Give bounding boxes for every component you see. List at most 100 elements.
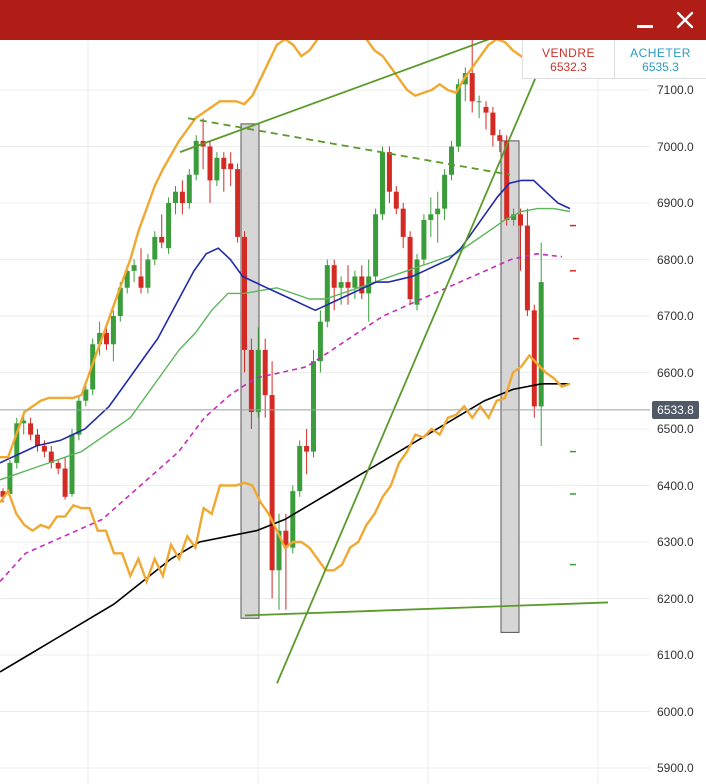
candle-body (276, 530, 282, 571)
y-axis-tick-label: 6200.0 (657, 591, 694, 606)
candle-body (518, 214, 523, 226)
y-axis-tick-label: 7000.0 (657, 139, 694, 154)
candle-body (283, 530, 289, 548)
bollinger-lower (0, 353, 571, 586)
candle-body (497, 135, 503, 141)
candle-body (76, 400, 82, 435)
candle-body (179, 191, 185, 203)
y-axis-tick-label: 7100.0 (657, 83, 694, 97)
trendline-rising (276, 67, 541, 684)
candle-body (124, 270, 130, 288)
y-axis-tick-label: 5900.0 (657, 761, 694, 775)
candle-body (0, 491, 6, 497)
minimize-button[interactable] (631, 6, 659, 34)
candle-body (35, 434, 40, 446)
candle-body (166, 203, 172, 249)
sell-button[interactable]: VENDRE 6532.3 (523, 40, 615, 78)
candle-body (359, 276, 365, 294)
candle-body (449, 146, 454, 175)
y-axis-tick-label: 6700.0 (657, 309, 694, 323)
candle-body (83, 389, 89, 401)
candle-body (138, 276, 144, 288)
candle-body (152, 236, 158, 260)
candle-body (186, 174, 192, 203)
candle-body (7, 462, 13, 494)
candle-body (97, 332, 103, 345)
candle-body (428, 214, 434, 220)
candle-body (469, 73, 475, 102)
ma-fast-line (0, 179, 571, 464)
price-chart[interactable] (0, 40, 650, 784)
candle-body (455, 84, 461, 147)
candle-body (69, 434, 75, 494)
candle-body (538, 282, 544, 407)
candle-body (193, 140, 199, 175)
minimize-icon (637, 25, 653, 28)
candle-body (269, 395, 275, 571)
bollinger-upper (0, 40, 570, 459)
candle-body (504, 140, 510, 220)
trendline-support (244, 601, 609, 617)
candle-body (48, 451, 54, 463)
buy-button[interactable]: ACHETER 6535.3 (615, 40, 706, 78)
sell-price: 6532.3 (550, 60, 587, 74)
candle-body (131, 265, 137, 271)
candle-body (476, 101, 482, 103)
sell-label: VENDRE (541, 46, 595, 60)
candle-body (117, 287, 123, 316)
y-axis-tick-label: 6800.0 (657, 252, 694, 267)
candle-body (262, 349, 268, 396)
ma-long-line (0, 382, 570, 673)
y-axis-tick-label: 6600.0 (657, 365, 694, 380)
title-bar (0, 0, 706, 40)
candle-body (414, 259, 420, 305)
candle-body (331, 265, 337, 288)
candle-body (159, 236, 165, 243)
candle-body (407, 236, 413, 300)
candle-body (207, 146, 213, 181)
y-axis-tick-label: 6400.0 (657, 478, 694, 493)
candle-body (173, 191, 178, 203)
candle-body (386, 152, 392, 192)
candle-body (221, 157, 227, 170)
quote-panel: VENDRE 6532.3 ACHETER 6535.3 (522, 40, 706, 79)
candle-body (400, 208, 406, 237)
candle-body (14, 423, 20, 463)
candle-body (352, 276, 358, 288)
candle-body (290, 491, 296, 548)
candle-body (255, 349, 261, 413)
candle-body (21, 420, 27, 424)
candle-body (145, 259, 151, 288)
candle-body (110, 316, 116, 345)
current-price-tag: 6533.8 (652, 401, 699, 419)
buy-label: ACHETER (630, 46, 691, 60)
ma-medium-line (0, 207, 571, 481)
y-axis-tick-label: 6500.0 (657, 422, 694, 436)
close-button[interactable] (671, 6, 699, 34)
candle-body (304, 445, 310, 452)
candle-body (104, 332, 109, 345)
candle-body (41, 445, 47, 452)
y-axis-tick-label: 6000.0 (657, 704, 694, 719)
candle-body (338, 282, 344, 288)
highlight-box (500, 140, 520, 633)
y-axis-tick-label: 6900.0 (657, 196, 694, 210)
candle-body (490, 112, 496, 136)
candle-body (297, 445, 303, 492)
trendline-upper (179, 40, 490, 153)
candle-body (311, 361, 316, 452)
candle-body (380, 152, 385, 215)
chart-canvas[interactable] (0, 40, 706, 784)
candle-body (345, 282, 351, 288)
candle-body (511, 214, 517, 220)
candle-body (55, 462, 61, 469)
trendline-dashed (187, 117, 511, 176)
buy-price: 6535.3 (642, 60, 679, 74)
candle-body (421, 219, 427, 260)
candle-body (435, 208, 441, 215)
candle-body (442, 174, 448, 209)
candle-body (235, 169, 241, 237)
candle-body (324, 265, 330, 322)
candle-body (531, 310, 537, 407)
candle-body (524, 225, 530, 311)
